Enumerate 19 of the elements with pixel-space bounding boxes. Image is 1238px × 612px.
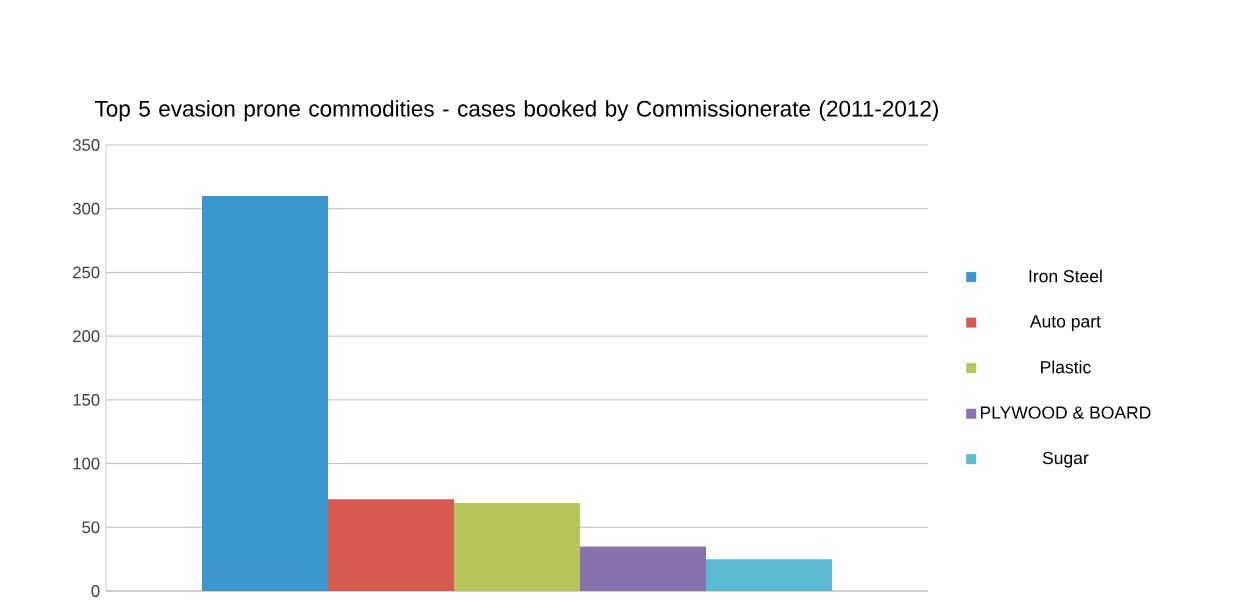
text: Auto part (1029, 315, 1101, 332)
text: Plastic (1041, 360, 1091, 374)
y-tick-label: 200 (73, 330, 100, 343)
bar (454, 503, 580, 591)
bar (580, 546, 707, 591)
y-tick-label: 150 (73, 393, 100, 406)
y-tick-label: 350 (72, 139, 100, 151)
y-tick-label: 300 (72, 202, 100, 215)
bar (328, 499, 455, 591)
y-tick-label: 250 (73, 266, 100, 279)
bar (202, 195, 328, 591)
text: Iron Steel (1029, 269, 1102, 283)
y-tick-label: 100 (73, 457, 100, 470)
legend-label: PLYWOOD & BOARD (980, 406, 1151, 419)
y-tick-label: 0 (91, 585, 100, 597)
text: Sugar (1042, 451, 1089, 468)
chart-title: Top 5 evasion prone commodities - cases booked by Commissionerate (2011-2012) (95, 100, 938, 122)
y-tick-label: 50 (82, 521, 100, 534)
bar (706, 559, 832, 591)
